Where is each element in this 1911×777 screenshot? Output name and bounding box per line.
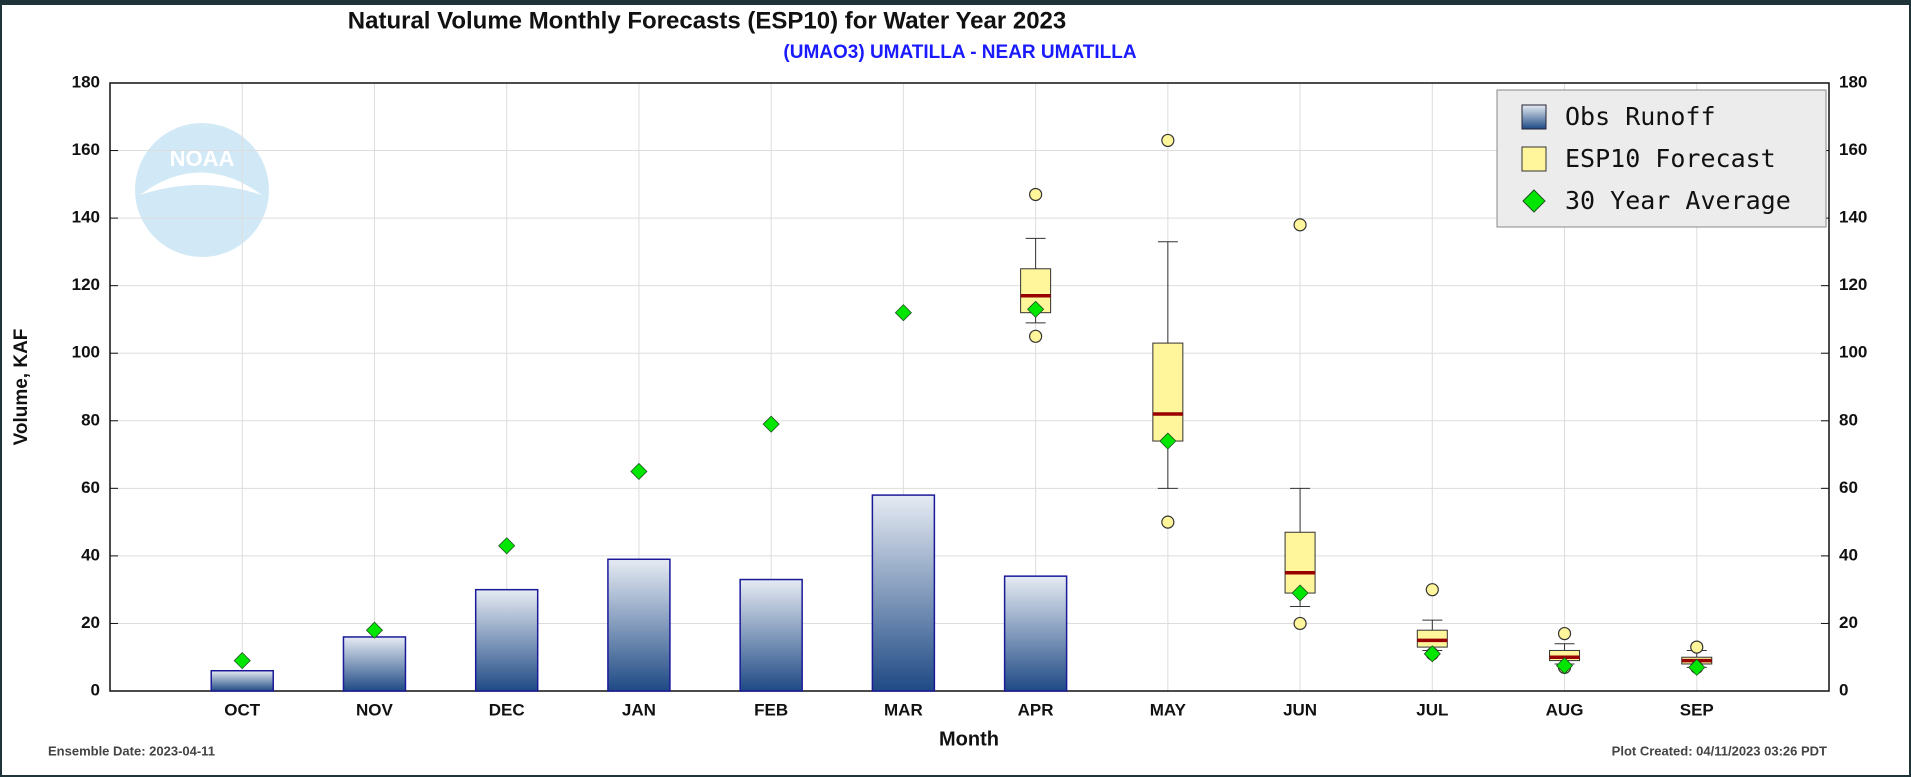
average-marker bbox=[233, 652, 251, 670]
y2-tick-label: 80 bbox=[1839, 410, 1858, 429]
bar bbox=[1003, 575, 1068, 692]
y2-tick-label: 120 bbox=[1839, 275, 1867, 294]
box bbox=[1284, 531, 1316, 594]
footer-right: Plot Created: 04/11/2023 03:26 PDT bbox=[1612, 743, 1827, 758]
legend-label: ESP10 Forecast bbox=[1565, 144, 1776, 173]
outlier-min bbox=[1293, 616, 1307, 631]
average-marker bbox=[365, 621, 384, 639]
y-tick-label: 80 bbox=[81, 410, 100, 429]
legend-label: Obs Runoff bbox=[1565, 102, 1716, 131]
average-marker bbox=[1291, 584, 1309, 602]
legend-swatch bbox=[1522, 189, 1546, 213]
y2-tick-label: 40 bbox=[1839, 545, 1858, 564]
legend-swatch bbox=[1521, 104, 1547, 130]
outlier-min bbox=[1161, 515, 1175, 529]
y-tick-label: 180 bbox=[72, 72, 100, 91]
x-tick-label: NOV bbox=[356, 700, 394, 719]
y-tick-label: 60 bbox=[81, 478, 100, 497]
x-axis-label: Month bbox=[939, 728, 999, 750]
average-marker bbox=[894, 304, 912, 322]
y-tick-label: 0 bbox=[91, 680, 100, 699]
bar bbox=[474, 588, 539, 692]
logo-bird bbox=[140, 172, 262, 195]
y2-tick-label: 180 bbox=[1839, 72, 1867, 91]
x-tick-label: AUG bbox=[1546, 700, 1584, 719]
y-tick-label: 140 bbox=[72, 208, 100, 227]
chart-title: Natural Volume Monthly Forecasts (ESP10)… bbox=[348, 7, 1066, 34]
y-axis-label: Volume, KAF bbox=[11, 329, 32, 446]
y2-tick-label: 0 bbox=[1839, 680, 1848, 699]
outlier-max bbox=[1029, 187, 1043, 202]
outlier-max bbox=[1690, 640, 1704, 654]
x-tick-label: DEC bbox=[489, 700, 525, 719]
bar bbox=[739, 578, 803, 692]
average-marker bbox=[630, 462, 648, 481]
average-marker bbox=[1688, 658, 1706, 676]
x-tick-label: FEB bbox=[754, 700, 788, 719]
y2-tick-label: 20 bbox=[1839, 613, 1858, 632]
x-tick-label: MAR bbox=[884, 700, 923, 719]
x-tick-label: JAN bbox=[622, 700, 656, 719]
legend-box bbox=[1496, 89, 1827, 228]
outlier-min bbox=[1029, 329, 1043, 343]
legend-label: 30 Year Average bbox=[1565, 186, 1791, 215]
legend-swatch bbox=[1521, 146, 1547, 172]
average-marker bbox=[498, 537, 516, 555]
outlier-max bbox=[1425, 583, 1439, 597]
plot-frame bbox=[109, 82, 1830, 692]
x-tick-label: MAY bbox=[1150, 700, 1187, 719]
x-tick-label: JUN bbox=[1283, 700, 1317, 719]
box bbox=[1152, 342, 1184, 442]
y-tick-label: 40 bbox=[81, 545, 100, 564]
logo: NOAA bbox=[135, 123, 269, 257]
bar bbox=[210, 669, 274, 692]
footer-left: Ensemble Date: 2023-04-11 bbox=[48, 743, 215, 758]
bar bbox=[871, 494, 936, 692]
bar bbox=[607, 558, 671, 692]
y2-tick-label: 140 bbox=[1839, 208, 1867, 227]
x-tick-label: JUL bbox=[1416, 700, 1448, 719]
average-marker bbox=[1159, 432, 1177, 450]
logo-text: NOAA bbox=[170, 146, 235, 171]
average-marker bbox=[1423, 645, 1441, 663]
y-tick-label: 100 bbox=[72, 343, 100, 362]
x-tick-label: APR bbox=[1018, 700, 1054, 719]
y-tick-label: 20 bbox=[81, 613, 100, 632]
average-marker bbox=[1027, 300, 1045, 318]
bar bbox=[342, 636, 407, 692]
chart-subtitle: (UMAO3) UMATILLA - NEAR UMATILLA bbox=[783, 42, 1136, 63]
outlier-max bbox=[1557, 626, 1572, 641]
x-tick-label: OCT bbox=[224, 700, 261, 719]
x-tick-label: SEP bbox=[1680, 700, 1714, 719]
outlier-max bbox=[1293, 218, 1307, 232]
y2-tick-label: 100 bbox=[1839, 343, 1867, 362]
average-marker bbox=[762, 415, 780, 433]
y-tick-label: 120 bbox=[72, 275, 100, 294]
average-marker bbox=[1555, 657, 1574, 675]
y2-tick-label: 160 bbox=[1839, 140, 1867, 159]
outlier-max bbox=[1161, 133, 1175, 148]
y2-tick-label: 60 bbox=[1839, 478, 1858, 497]
logo-circle bbox=[135, 123, 269, 257]
y-tick-label: 160 bbox=[72, 140, 100, 159]
